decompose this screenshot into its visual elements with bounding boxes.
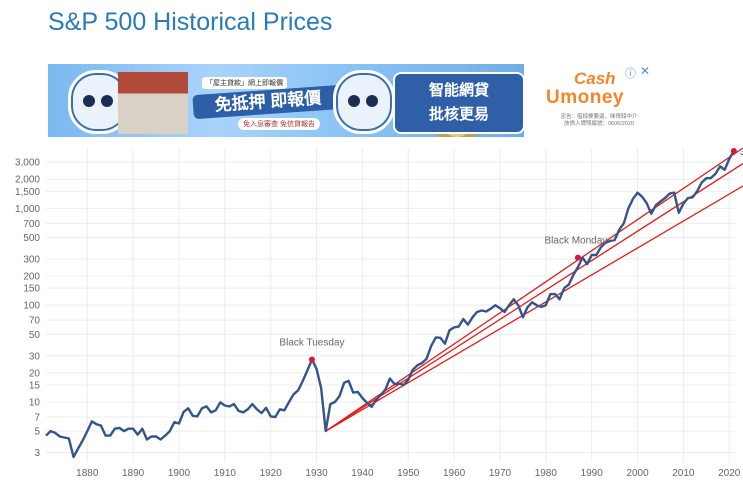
y-tick-label: 7 [34, 412, 40, 423]
y-tick-label: 150 [23, 284, 40, 295]
logo-brand-main: Umoney [546, 87, 624, 108]
ad-tag-line: 「屋主貸款」網上即報價 [202, 77, 287, 89]
ad-subline: 免入息審查 免信貸報告 [238, 118, 320, 130]
x-tick-label: 1930 [305, 468, 328, 479]
x-tick-label: 2020 [718, 468, 741, 479]
x-tick-label: 1910 [214, 468, 237, 479]
page-title: S&P 500 Historical Prices [48, 8, 333, 36]
y-tick-label: 200 [23, 272, 40, 283]
y-tick-label: 500 [23, 233, 40, 244]
ad-cta-line2: 批核更易 [428, 106, 489, 123]
y-tick-label: 30 [29, 351, 41, 362]
annotation-label: Black Monday [545, 236, 608, 247]
x-tick-label: 1950 [397, 468, 420, 479]
annotation-marker [730, 148, 737, 155]
annotation-markers: Black Tuesday Black Monday 3,909.88 [279, 147, 743, 363]
price-line [45, 150, 735, 459]
advertisement-banner[interactable]: 「屋主貸款」網上即報價 免抵押 即報價 免入息審查 免信貸報告 智能網貸 批核更… [48, 64, 524, 137]
annotation-label: 3,909.88 [740, 147, 743, 158]
x-tick-label: 1990 [581, 468, 604, 479]
x-tick-label: 1880 [76, 468, 99, 479]
trend-line [325, 163, 743, 432]
annotation-label: Black Tuesday [279, 337, 344, 348]
ad-cta-box[interactable]: 智能網貸 批核更易 [393, 72, 524, 134]
x-tick-label: 2010 [672, 468, 695, 479]
y-tick-label: 3 [34, 448, 40, 459]
robot-mascot-right [333, 70, 395, 134]
y-tick-label: 20 [29, 368, 41, 379]
y-tick-label: 70 [29, 316, 41, 327]
y-tick-label: 100 [23, 301, 40, 312]
ad-info-icon[interactable]: ⓘ [625, 68, 636, 80]
x-axis-ticks: 1880 1890 1900 1910 1920 1930 1940 1950 1960 1970… [76, 468, 741, 479]
logo-disclaimer: 忠告：借錢梗要還，咪俾錢中介 放債人牌照編號：0606/2020 [554, 114, 644, 128]
trend-line [325, 185, 743, 432]
x-tick-label: 1900 [168, 468, 191, 479]
annotation-marker [574, 254, 581, 261]
y-tick-label: 700 [23, 219, 40, 230]
chart-canvas: Black Tuesday Black Monday 3,909.88 3 5 7 10 1… [15, 147, 743, 479]
price-series [45, 150, 735, 459]
logo-disclaimer-line2: 放債人牌照編號：0606/2020 [564, 121, 634, 127]
y-tick-label: 3,000 [15, 158, 40, 169]
x-tick-label: 1940 [351, 468, 374, 479]
y-tick-label: 1,000 [15, 204, 40, 215]
sp500-chart: Black Tuesday Black Monday 3,909.88 3 5 7 10 1… [0, 140, 743, 491]
x-tick-label: 1920 [260, 468, 283, 479]
logo-disclaimer-line1: 忠告：借錢梗要還，咪俾錢中介 [560, 114, 638, 120]
x-tick-label: 2000 [626, 468, 649, 479]
trend-lines [325, 147, 743, 432]
y-tick-label: 300 [23, 254, 40, 265]
grid-lines [46, 148, 735, 462]
x-tick-label: 1890 [122, 468, 145, 479]
x-tick-label: 1970 [489, 468, 512, 479]
y-tick-label: 15 [29, 380, 41, 391]
trend-line [325, 147, 743, 432]
x-tick-label: 1960 [443, 468, 466, 479]
house-illustration [118, 72, 188, 134]
y-tick-label: 10 [29, 397, 41, 408]
ad-cta-line1: 智能網貸 [428, 82, 489, 99]
ad-headline: 免抵押 即報價 [192, 84, 344, 120]
y-tick-label: 5 [34, 427, 40, 438]
x-tick-label: 1980 [535, 468, 558, 479]
advertiser-logo[interactable]: Cash Umoney 忠告：借錢梗要還，咪俾錢中介 放債人牌照編號：0606/… [532, 64, 652, 135]
y-tick-label: 2,000 [15, 175, 40, 186]
y-tick-label: 50 [29, 330, 41, 341]
y-tick-label: 1,500 [15, 187, 40, 198]
logo-brand-top: Cash [574, 69, 616, 88]
annotation-marker [308, 356, 315, 363]
ad-close-icon[interactable]: ✕ [640, 64, 651, 78]
